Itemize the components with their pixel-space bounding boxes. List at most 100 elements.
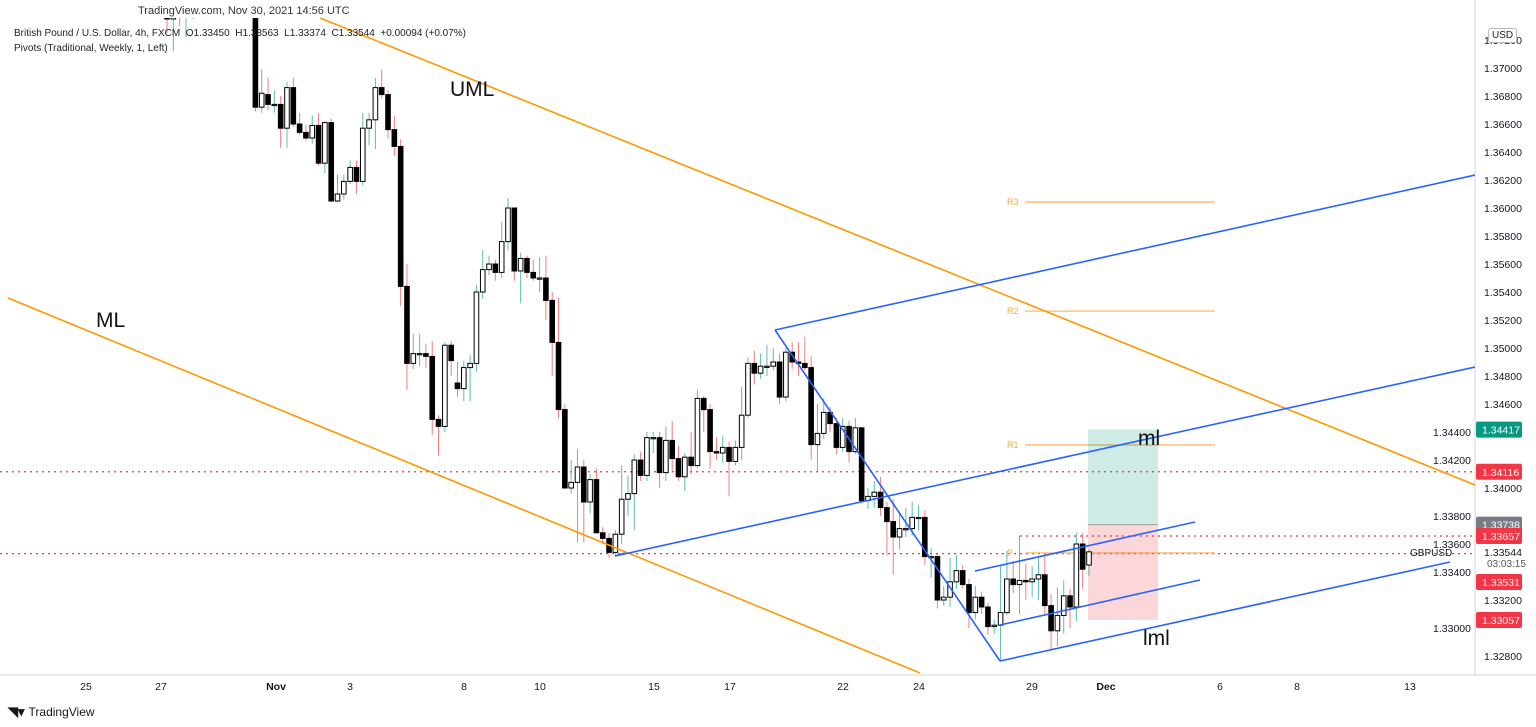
candle [517,252,524,304]
price-label-badge[interactable]: 1.33057 [1476,612,1522,629]
candle-body [934,556,941,601]
time-tick-label: 10 [534,681,546,693]
candle-body [303,131,309,139]
candle [757,353,764,379]
candle-body [587,479,593,503]
candle [454,362,461,397]
candle-body [296,123,303,133]
price-tick-label: 1.35200 [1484,315,1522,327]
candle-body [959,570,966,586]
candle-body [820,411,827,434]
median-line[interactable] [614,366,1475,557]
time-tick-label: 8 [1294,681,1300,693]
candle [385,90,391,138]
candle-body [322,122,328,164]
candle-body [435,418,442,427]
time-tick-label: 15 [648,681,660,693]
uml-line[interactable] [319,18,1475,486]
candle [587,474,593,514]
candle [650,432,657,453]
indicator-legend[interactable]: Pivots (Traditional, Weekly, 1, Left) [14,43,168,54]
candle-body [1029,578,1035,583]
time-tick-label: 29 [1026,681,1038,693]
candle-body [625,493,631,500]
median-anchor-line[interactable] [614,552,626,557]
price-label-badge[interactable]: 1.34417 [1476,421,1522,438]
candle-body [372,87,379,121]
candle [884,502,890,556]
long-position-tool[interactable] [1088,429,1158,621]
candle [953,555,960,589]
price-axis[interactable]: 1.372001.370001.368001.366001.364001.362… [1410,35,1535,663]
candle-body [802,362,808,369]
candle-body [618,498,625,535]
lower-median-line[interactable] [999,561,1451,662]
tradingview-logo[interactable]: ◥▾ TradingView [8,704,95,720]
candle [423,343,429,368]
candle-body [378,87,385,96]
candle [562,404,568,489]
candle-body [555,341,562,411]
price-label-bg [1476,612,1522,629]
lower-inner-line[interactable] [999,579,1201,626]
candle-body [1048,605,1054,632]
price-label-badge[interactable]: 1.34116 [1476,463,1522,480]
time-axis[interactable]: 25 27 Nov 3 8 10 15 17 22 24 29 Dec 6 8 13 [80,681,1416,693]
candle-body [839,425,846,448]
price-label-badge[interactable]: 1.33531 [1476,574,1522,590]
candle [296,112,303,136]
candle [795,342,802,376]
price-tick-label: 1.35600 [1484,259,1522,271]
pitchfork-upper-line[interactable] [774,174,1475,331]
price-label-text: 1.33531 [1482,577,1520,589]
candle [940,586,947,606]
price-tick-label: 1.35800 [1484,231,1522,243]
trend-drawings[interactable]: UML ML ml lml [7,18,1475,674]
upper-inner-line[interactable] [974,521,1196,572]
candle-body [922,516,928,558]
candle-body [1079,543,1086,570]
price-tick-label: 1.34800 [1484,371,1522,383]
candle [732,440,739,466]
candle-body [770,361,777,367]
currency-badge[interactable]: USD [1488,28,1518,43]
candle [486,255,492,276]
candle-body [789,351,795,363]
candle-body [498,241,505,273]
tradingview-logo-icon: ◥▾ [8,704,25,719]
candle-body [650,437,657,440]
stop-loss-zone[interactable] [1088,524,1158,621]
ml-line[interactable] [7,297,921,674]
label-ml: ML [96,309,125,332]
candle-body [997,612,1004,626]
candle-body [877,491,884,509]
candle [568,460,574,494]
candle-body [978,596,985,608]
candle-body [284,87,290,129]
candle-body [562,409,568,489]
label-ml-inner: ml [1138,427,1160,450]
candle [580,460,587,543]
candle-body [707,409,713,453]
candle-body [612,533,619,553]
candle-body [884,507,890,523]
candle-body [966,584,972,614]
candle-body [1016,579,1023,586]
candle [637,451,644,481]
candle [252,18,259,112]
candle-body [953,570,960,583]
candle-body [1067,595,1073,608]
candle-body [1004,578,1010,614]
profit-zone[interactable] [1088,429,1158,525]
candle-body [1010,578,1017,586]
price-tick-label: 1.33600 [1433,539,1471,551]
candle [656,432,663,488]
candle-body [631,459,638,495]
candle-body [486,263,492,271]
candle [309,115,316,144]
price-label-badge[interactable]: 1.33657 [1476,528,1522,545]
candle-body [682,456,688,478]
price-tick-label: 1.36000 [1484,203,1522,215]
candle [366,112,372,145]
